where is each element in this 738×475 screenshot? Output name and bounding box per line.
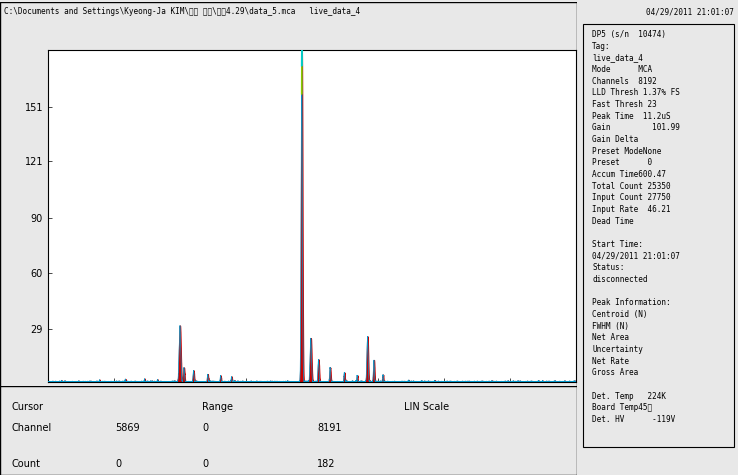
Text: C:\Documents and Settings\Kyeong-Ja KIM\바탕 화면\측정4.29\data_5.mca   live_data_4: C:\Documents and Settings\Kyeong-Ja KIM\… [4,7,360,16]
FancyBboxPatch shape [583,24,734,446]
Text: 5869: 5869 [115,423,140,433]
Text: DP5 (s/n  10474)
Tag:
live_data_4
Mode      MCA
Channels  8192
LLD Thresh 1.37% : DP5 (s/n 10474) Tag: live_data_4 Mode MC… [592,30,680,424]
FancyBboxPatch shape [0,386,577,475]
Text: LIN Scale: LIN Scale [404,402,449,412]
Text: 0: 0 [115,459,122,469]
Text: Cursor: Cursor [12,402,44,412]
Text: Count: Count [12,459,41,469]
Text: Channel: Channel [12,423,52,433]
Text: 182: 182 [317,459,336,469]
Text: 0: 0 [202,423,208,433]
Text: 0: 0 [202,459,208,469]
Text: 8191: 8191 [317,423,342,433]
Text: 04/29/2011 21:01:07: 04/29/2011 21:01:07 [646,7,734,16]
Text: Range: Range [202,402,233,412]
